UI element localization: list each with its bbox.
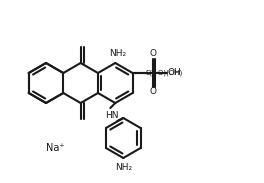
Text: NH₂: NH₂: [109, 49, 126, 59]
Text: O: O: [149, 49, 156, 59]
Text: O: O: [149, 87, 156, 96]
Text: NH₂: NH₂: [115, 163, 132, 171]
Text: S(=O)(OH): S(=O)(OH): [146, 70, 183, 76]
Text: HN: HN: [106, 111, 119, 119]
Text: Na⁺: Na⁺: [46, 143, 64, 153]
Text: OH: OH: [168, 68, 181, 77]
